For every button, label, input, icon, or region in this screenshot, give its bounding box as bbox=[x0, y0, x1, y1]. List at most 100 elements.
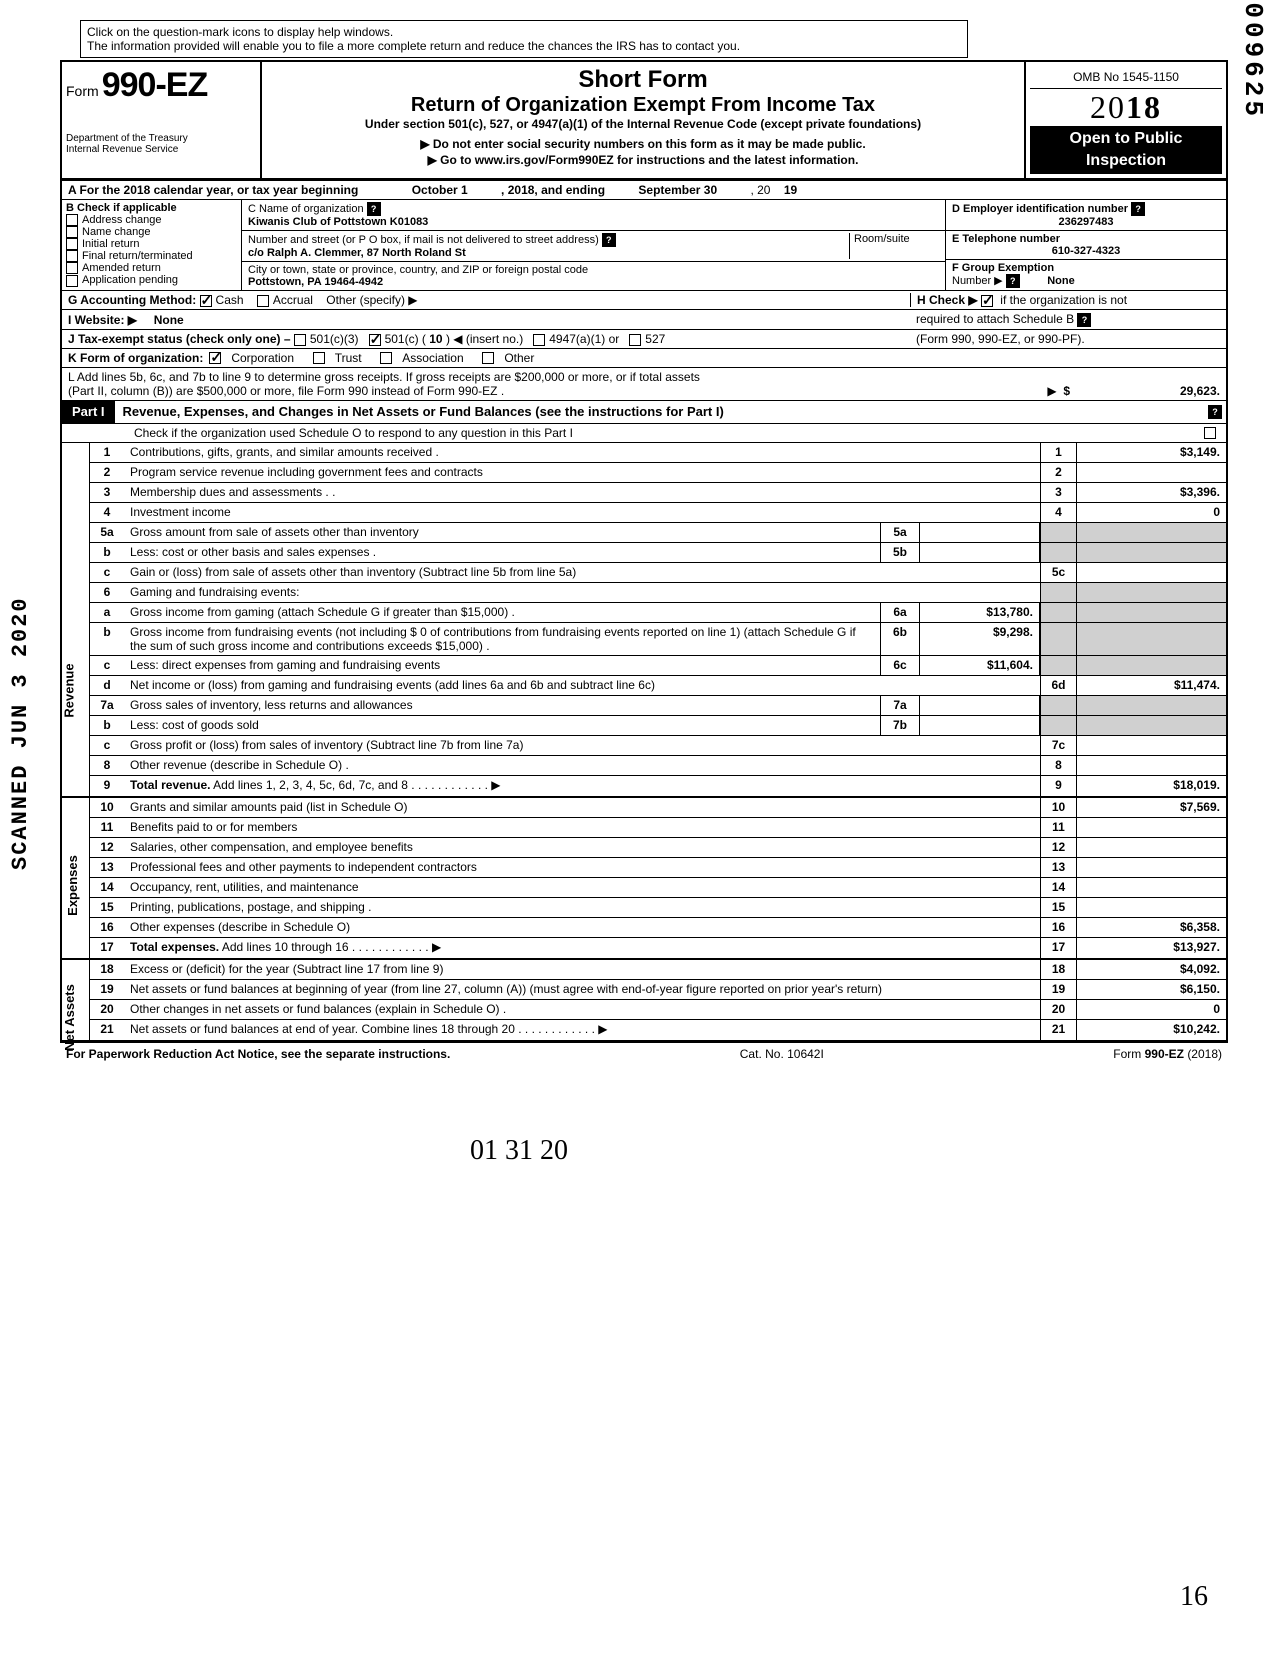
shaded-val bbox=[1076, 623, 1226, 655]
part1-title: Revenue, Expenses, and Changes in Net As… bbox=[115, 401, 1204, 423]
dln-stamp: 9352009625 bbox=[1238, 0, 1268, 120]
expenses-label: Expenses bbox=[65, 855, 80, 916]
section-def: D Employer identification number ? 23629… bbox=[946, 200, 1226, 290]
chk-527[interactable] bbox=[629, 334, 641, 346]
room-suite-label: Room/suite bbox=[849, 233, 939, 259]
subline-value bbox=[920, 543, 1040, 562]
shaded-box bbox=[1040, 696, 1076, 715]
table-row: 2Program service revenue including gover… bbox=[90, 463, 1226, 483]
chk-application-pending[interactable] bbox=[66, 275, 78, 287]
line-box: 9 bbox=[1040, 776, 1076, 796]
chk-name-change[interactable] bbox=[66, 226, 78, 238]
help-icon[interactable]: ? bbox=[367, 202, 381, 216]
shaded-val bbox=[1076, 603, 1226, 622]
help-icon[interactable]: ? bbox=[602, 233, 616, 247]
chk-schedule-b[interactable] bbox=[981, 295, 993, 307]
chk-corporation[interactable] bbox=[209, 352, 221, 364]
table-row: 18Excess or (deficit) for the year (Subt… bbox=[90, 960, 1226, 980]
revenue-label: Revenue bbox=[62, 663, 77, 717]
shaded-box bbox=[1040, 623, 1076, 655]
chk-accrual[interactable] bbox=[257, 295, 269, 307]
subline-box: 6c bbox=[880, 656, 920, 675]
line-box: 20 bbox=[1040, 1000, 1076, 1019]
line-description: Gross profit or (loss) from sales of inv… bbox=[124, 736, 1040, 755]
line-number: 5a bbox=[90, 523, 124, 542]
line-number: 4 bbox=[90, 503, 124, 522]
chk-initial-return[interactable] bbox=[66, 238, 78, 250]
shaded-box bbox=[1040, 716, 1076, 735]
chk-amended-return[interactable] bbox=[66, 262, 78, 274]
header-left: Form 990-EZ Department of the Treasury I… bbox=[62, 62, 262, 178]
line-value bbox=[1076, 736, 1226, 755]
expenses-section: Expenses 10Grants and similar amounts pa… bbox=[60, 798, 1228, 960]
chk-final-return[interactable] bbox=[66, 250, 78, 262]
help-icon[interactable]: ? bbox=[1006, 274, 1020, 288]
line-value bbox=[1076, 898, 1226, 917]
table-row: 16Other expenses (describe in Schedule O… bbox=[90, 918, 1226, 938]
chk-schedule-o[interactable] bbox=[1204, 427, 1216, 439]
help-icon[interactable]: ? bbox=[1077, 313, 1091, 327]
help-icon[interactable]: ? bbox=[1131, 202, 1145, 216]
chk-trust[interactable] bbox=[313, 352, 325, 364]
chk-4947[interactable] bbox=[533, 334, 545, 346]
k-label: K Form of organization: bbox=[68, 351, 203, 365]
table-row: 14Occupancy, rent, utilities, and mainte… bbox=[90, 878, 1226, 898]
table-row: 15Printing, publications, postage, and s… bbox=[90, 898, 1226, 918]
line-number: 16 bbox=[90, 918, 124, 937]
chk-cash[interactable] bbox=[200, 295, 212, 307]
shaded-val bbox=[1076, 656, 1226, 675]
line-description: Occupancy, rent, utilities, and maintena… bbox=[124, 878, 1040, 897]
line-number: 13 bbox=[90, 858, 124, 877]
open-public: Open to Public bbox=[1030, 126, 1222, 152]
line-number: 17 bbox=[90, 938, 124, 958]
line-box: 1 bbox=[1040, 443, 1076, 462]
table-row: 20Other changes in net assets or fund ba… bbox=[90, 1000, 1226, 1020]
chk-association[interactable] bbox=[380, 352, 392, 364]
table-row: 1Contributions, gifts, grants, and simil… bbox=[90, 443, 1226, 463]
line-number: 8 bbox=[90, 756, 124, 775]
line-description: Net assets or fund balances at beginning… bbox=[124, 980, 1040, 999]
shaded-box bbox=[1040, 583, 1076, 602]
header-mid: Short Form Return of Organization Exempt… bbox=[262, 62, 1026, 178]
chk-501c[interactable] bbox=[369, 334, 381, 346]
section-c: C Name of organization ? Kiwanis Club of… bbox=[242, 200, 946, 290]
line-number: 10 bbox=[90, 798, 124, 817]
b-item-2: Initial return bbox=[82, 238, 139, 250]
line-description: Total expenses. Add lines 10 through 16 … bbox=[124, 938, 1040, 958]
scanned-stamp: SCANNED JUN 3 2020 bbox=[8, 596, 33, 870]
table-row: 17Total expenses. Add lines 10 through 1… bbox=[90, 938, 1226, 958]
line-number: 2 bbox=[90, 463, 124, 482]
h-text3: required to attach Schedule B bbox=[916, 312, 1074, 326]
line-a-label: A For the 2018 calendar year, or tax yea… bbox=[68, 183, 358, 197]
line-box: 12 bbox=[1040, 838, 1076, 857]
line-description: Printing, publications, postage, and shi… bbox=[124, 898, 1040, 917]
subline-box: 6a bbox=[880, 603, 920, 622]
l-sym: $ bbox=[1063, 384, 1070, 398]
chk-501c3[interactable] bbox=[294, 334, 306, 346]
line-box: 7c bbox=[1040, 736, 1076, 755]
chk-address-change[interactable] bbox=[66, 214, 78, 226]
line-description: Professional fees and other payments to … bbox=[124, 858, 1040, 877]
shaded-val bbox=[1076, 543, 1226, 562]
footer: For Paperwork Reduction Act Notice, see … bbox=[60, 1042, 1228, 1065]
table-row: 12Salaries, other compensation, and empl… bbox=[90, 838, 1226, 858]
city-label: City or town, state or province, country… bbox=[248, 264, 588, 276]
revenue-section: Revenue 1Contributions, gifts, grants, a… bbox=[60, 443, 1228, 798]
table-row: 5aGross amount from sale of assets other… bbox=[90, 523, 1226, 543]
dept-treasury: Department of the Treasury bbox=[66, 133, 256, 144]
phone: 610-327-4323 bbox=[1052, 245, 1121, 257]
chk-other-org[interactable] bbox=[482, 352, 494, 364]
line-number: 9 bbox=[90, 776, 124, 796]
subline-value: $11,604. bbox=[920, 656, 1040, 675]
help-icon[interactable]: ? bbox=[1208, 405, 1222, 419]
title-ssn: ▶ Do not enter social security numbers o… bbox=[268, 137, 1018, 151]
form-prefix: Form bbox=[66, 83, 99, 99]
table-row: bLess: cost of goods sold7b bbox=[90, 716, 1226, 736]
netassets-lines: 18Excess or (deficit) for the year (Subt… bbox=[90, 960, 1226, 1040]
subline-value bbox=[920, 523, 1040, 542]
table-row: cLess: direct expenses from gaming and f… bbox=[90, 656, 1226, 676]
line-number: 14 bbox=[90, 878, 124, 897]
title-goto: ▶ Go to www.irs.gov/Form990EZ for instru… bbox=[268, 153, 1018, 167]
g-cash: Cash bbox=[216, 293, 244, 307]
line-value: $4,092. bbox=[1076, 960, 1226, 979]
